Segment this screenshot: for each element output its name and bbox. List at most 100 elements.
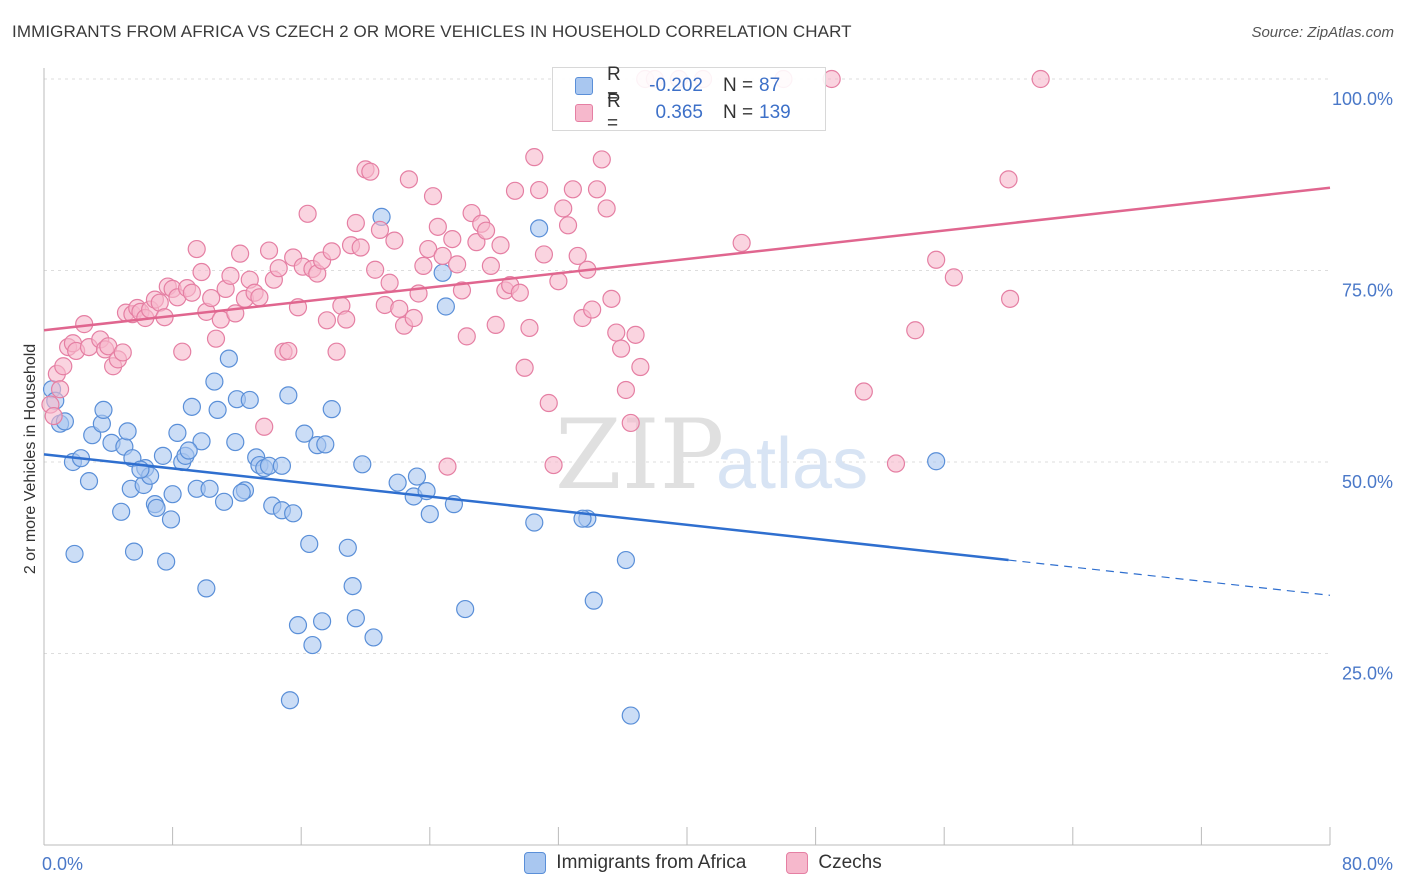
bottom-legend-swatch-czech [786,852,809,874]
chart-source: Source: ZipAtlas.com [1251,24,1394,41]
africa-point [280,691,300,710]
czech-point [443,229,462,249]
czech-point [423,187,443,206]
czech-point [906,321,925,340]
africa-point [616,550,636,570]
africa-point [288,616,308,635]
bottom-legend-africa: Immigrants from Africa [524,852,746,874]
czech-point [568,246,587,266]
czech-point [250,288,269,307]
africa-point [79,472,99,491]
y-tick-label: 50.0% [1342,472,1393,492]
africa-point [161,510,181,529]
africa-point [621,706,640,725]
legend-n-value: 139 [759,102,791,123]
africa-point [197,579,216,598]
africa-point [182,397,201,416]
czech-point [626,325,645,344]
czech-point [999,170,1018,189]
legend-row-africa: R = -0.202 N = 87 [575,64,781,107]
czech-point [602,289,621,308]
legend-r-value: 0.365 [655,102,703,123]
legend-box: R = -0.202 N = 87 R = 0.365 N = 139 [552,64,826,134]
legend-n-label: N = [723,75,754,96]
legend-n-value: 87 [759,75,781,96]
legend-n-label: N = [723,102,754,123]
czech-point [419,239,438,259]
czech-point [380,273,399,292]
africa-point [303,635,322,655]
africa-point [420,504,439,524]
legend-swatch-czech [575,104,593,122]
africa-point [364,628,383,647]
czech-point [438,457,457,476]
africa-point [343,576,362,596]
africa-point [279,386,298,405]
africa-point [168,423,187,442]
czech-point [414,256,433,276]
czech-point [583,300,602,319]
africa-point [300,534,319,554]
czech-point [269,259,288,278]
czech-point [113,343,132,362]
legend-r-value: -0.202 [649,75,703,96]
czech-point [433,246,452,266]
africa-point [272,456,292,475]
czech-point [520,318,539,338]
trend-line-africa-extension [1008,559,1331,596]
czech-point [563,180,582,199]
africa-point [200,479,219,498]
trend-line-czech [43,186,1331,332]
czech-point [351,238,370,257]
africa-point [226,432,245,452]
czech-point [631,357,650,377]
watermark-zip: ZIP [555,399,724,511]
africa-point [284,504,303,523]
czech-point [886,454,906,473]
africa-point [153,446,173,465]
africa-point [436,297,455,316]
africa-point [147,498,166,518]
czech-point [231,244,250,263]
africa-point [118,422,137,441]
africa-point [312,612,332,631]
africa-point [179,441,198,460]
czech-point [457,327,476,346]
czech-point [481,256,500,276]
africa-point [157,552,176,571]
africa-point [94,400,113,420]
trend-line-africa [43,453,1009,562]
x-tick-label: 80.0% [1342,854,1393,874]
czech-point [255,417,274,436]
czech-point [927,250,946,269]
czech-point [206,329,226,348]
czech-point [544,455,563,475]
watermark-atlas: atlas [716,424,868,504]
czech-point [50,380,70,399]
axes [43,68,1331,846]
x-tick-label: 0.0% [42,854,83,874]
czech-point [361,162,380,181]
czech-point [530,180,549,200]
africa-point [316,435,335,454]
czech-point [221,266,240,285]
bottom-legend-label-czech: Czechs [818,852,882,873]
czech-point [486,315,505,334]
czech-point [327,342,346,361]
legend-r-label: R = [607,64,621,107]
africa-point [65,544,84,564]
czech-point [317,311,337,330]
africa-point [530,219,549,238]
czech-point [337,310,356,329]
legend-r-label: R = [607,91,621,134]
tick-labels: 100.0% 75.0% 50.0% 25.0% 0.0% 80.0% [42,89,1393,874]
czech-point [607,323,626,342]
czech-point [202,288,221,308]
africa-point [388,473,407,492]
czech-point [549,272,568,291]
czech-point [54,357,73,376]
bottom-legend-swatch-africa [524,852,547,874]
czech-point [515,358,534,377]
czech-point [448,255,467,274]
